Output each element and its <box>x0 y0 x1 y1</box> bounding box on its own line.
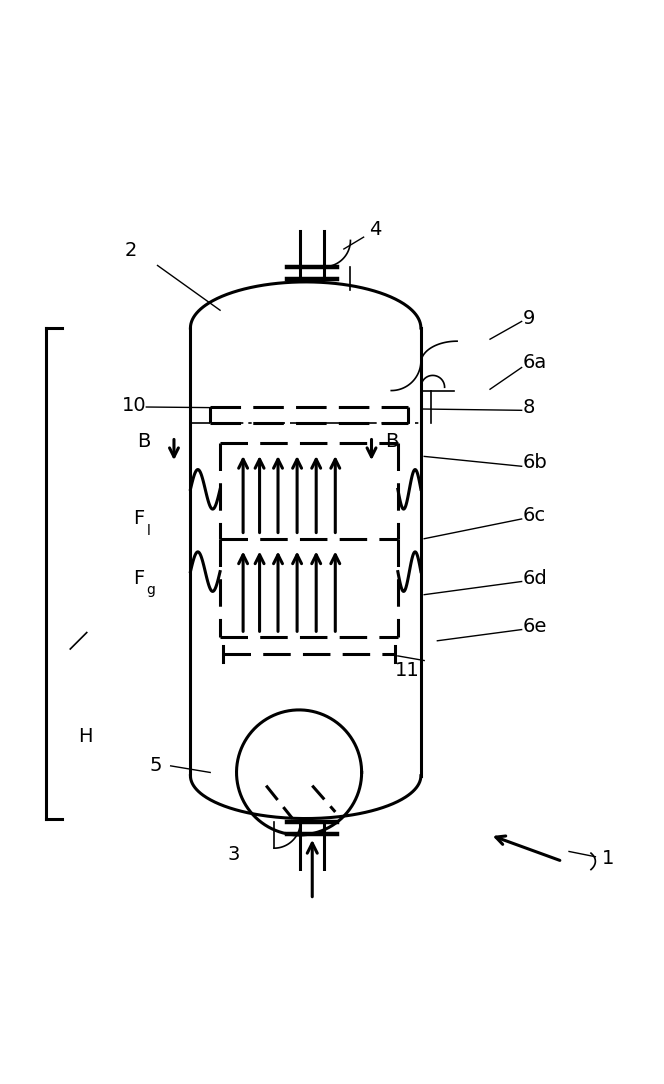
Text: H: H <box>78 726 92 746</box>
Text: 10: 10 <box>122 397 147 415</box>
Text: 1: 1 <box>602 849 615 867</box>
Text: 6e: 6e <box>523 617 547 636</box>
Text: 5: 5 <box>149 757 162 775</box>
Text: 4: 4 <box>369 220 381 238</box>
Text: 6b: 6b <box>523 453 548 473</box>
Text: 3: 3 <box>227 846 240 864</box>
Text: B: B <box>137 431 151 451</box>
Text: F: F <box>133 509 144 529</box>
Text: 6c: 6c <box>523 506 546 525</box>
Text: 9: 9 <box>523 309 535 327</box>
Text: 6d: 6d <box>523 569 548 588</box>
Text: B: B <box>384 431 398 451</box>
Text: g: g <box>146 583 155 597</box>
Text: 2: 2 <box>125 242 137 260</box>
Text: 11: 11 <box>395 661 420 680</box>
Text: 6a: 6a <box>523 353 547 373</box>
Text: 8: 8 <box>523 398 535 417</box>
Text: l: l <box>146 524 150 538</box>
Text: F: F <box>133 569 144 588</box>
